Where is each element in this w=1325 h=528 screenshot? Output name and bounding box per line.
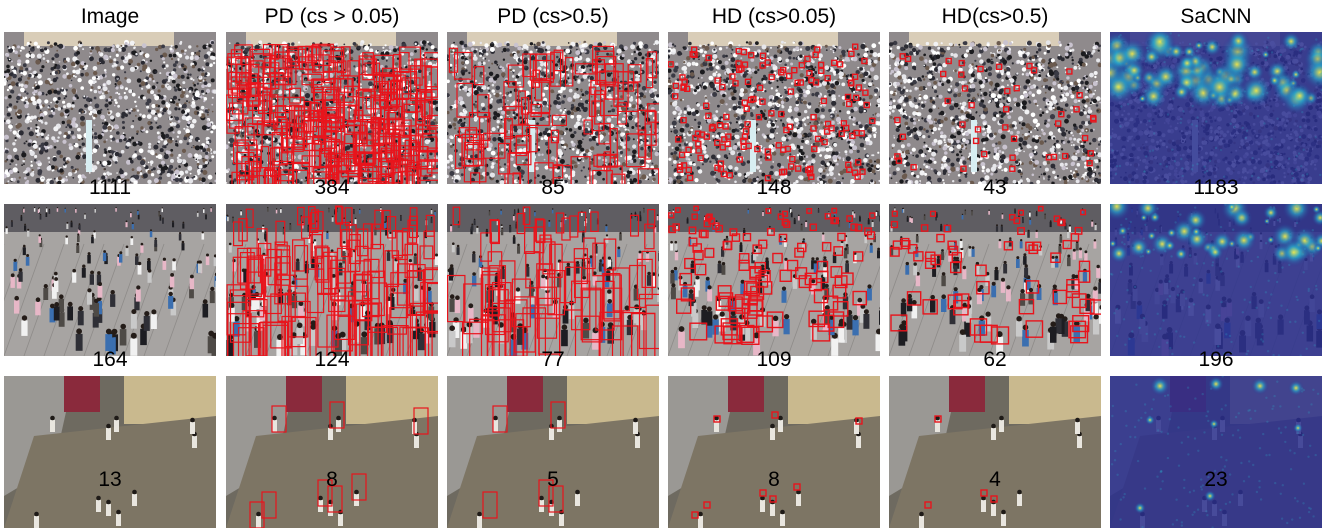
detection-result-image	[447, 32, 659, 184]
count-label: 148	[668, 176, 880, 200]
detection-result-image	[668, 204, 880, 356]
detection-result-image	[889, 204, 1101, 356]
count-label: 23	[1110, 468, 1322, 492]
detection-result-image	[226, 204, 438, 356]
count-label: 43	[889, 176, 1101, 200]
detection-result-image	[226, 376, 438, 528]
count-label: 8	[668, 468, 880, 492]
count-label: 384	[226, 176, 438, 200]
count-label: 196	[1110, 348, 1322, 372]
count-label: 109	[668, 348, 880, 372]
count-label: 8	[226, 468, 438, 492]
density-map	[1110, 32, 1322, 184]
crowd-image	[4, 32, 216, 184]
count-label: 1183	[1110, 176, 1322, 200]
detection-result-image	[226, 32, 438, 184]
density-map	[1110, 376, 1322, 528]
crowd-image	[4, 204, 216, 356]
detection-result-image	[889, 32, 1101, 184]
density-map	[1110, 204, 1322, 356]
column-header: SaCNN	[1110, 4, 1322, 30]
count-label: 124	[226, 348, 438, 372]
count-label: 164	[4, 348, 216, 372]
detection-result-image	[668, 376, 880, 528]
crowd-image	[4, 376, 216, 528]
column-header: PD (cs>0.5)	[447, 4, 659, 30]
detection-result-image	[447, 204, 659, 356]
count-label: 62	[889, 348, 1101, 372]
count-label: 77	[447, 348, 659, 372]
count-label: 5	[447, 468, 659, 492]
count-label: 13	[4, 468, 216, 492]
detection-result-image	[447, 376, 659, 528]
detection-result-image	[668, 32, 880, 184]
count-label: 4	[889, 468, 1101, 492]
column-header: PD (cs > 0.05)	[226, 4, 438, 30]
count-label: 1111	[4, 176, 216, 200]
column-header: Image	[4, 4, 216, 30]
column-header: HD(cs>0.5)	[889, 4, 1101, 30]
column-header: HD (cs>0.05)	[668, 4, 880, 30]
count-label: 85	[447, 176, 659, 200]
detection-result-image	[889, 376, 1101, 528]
